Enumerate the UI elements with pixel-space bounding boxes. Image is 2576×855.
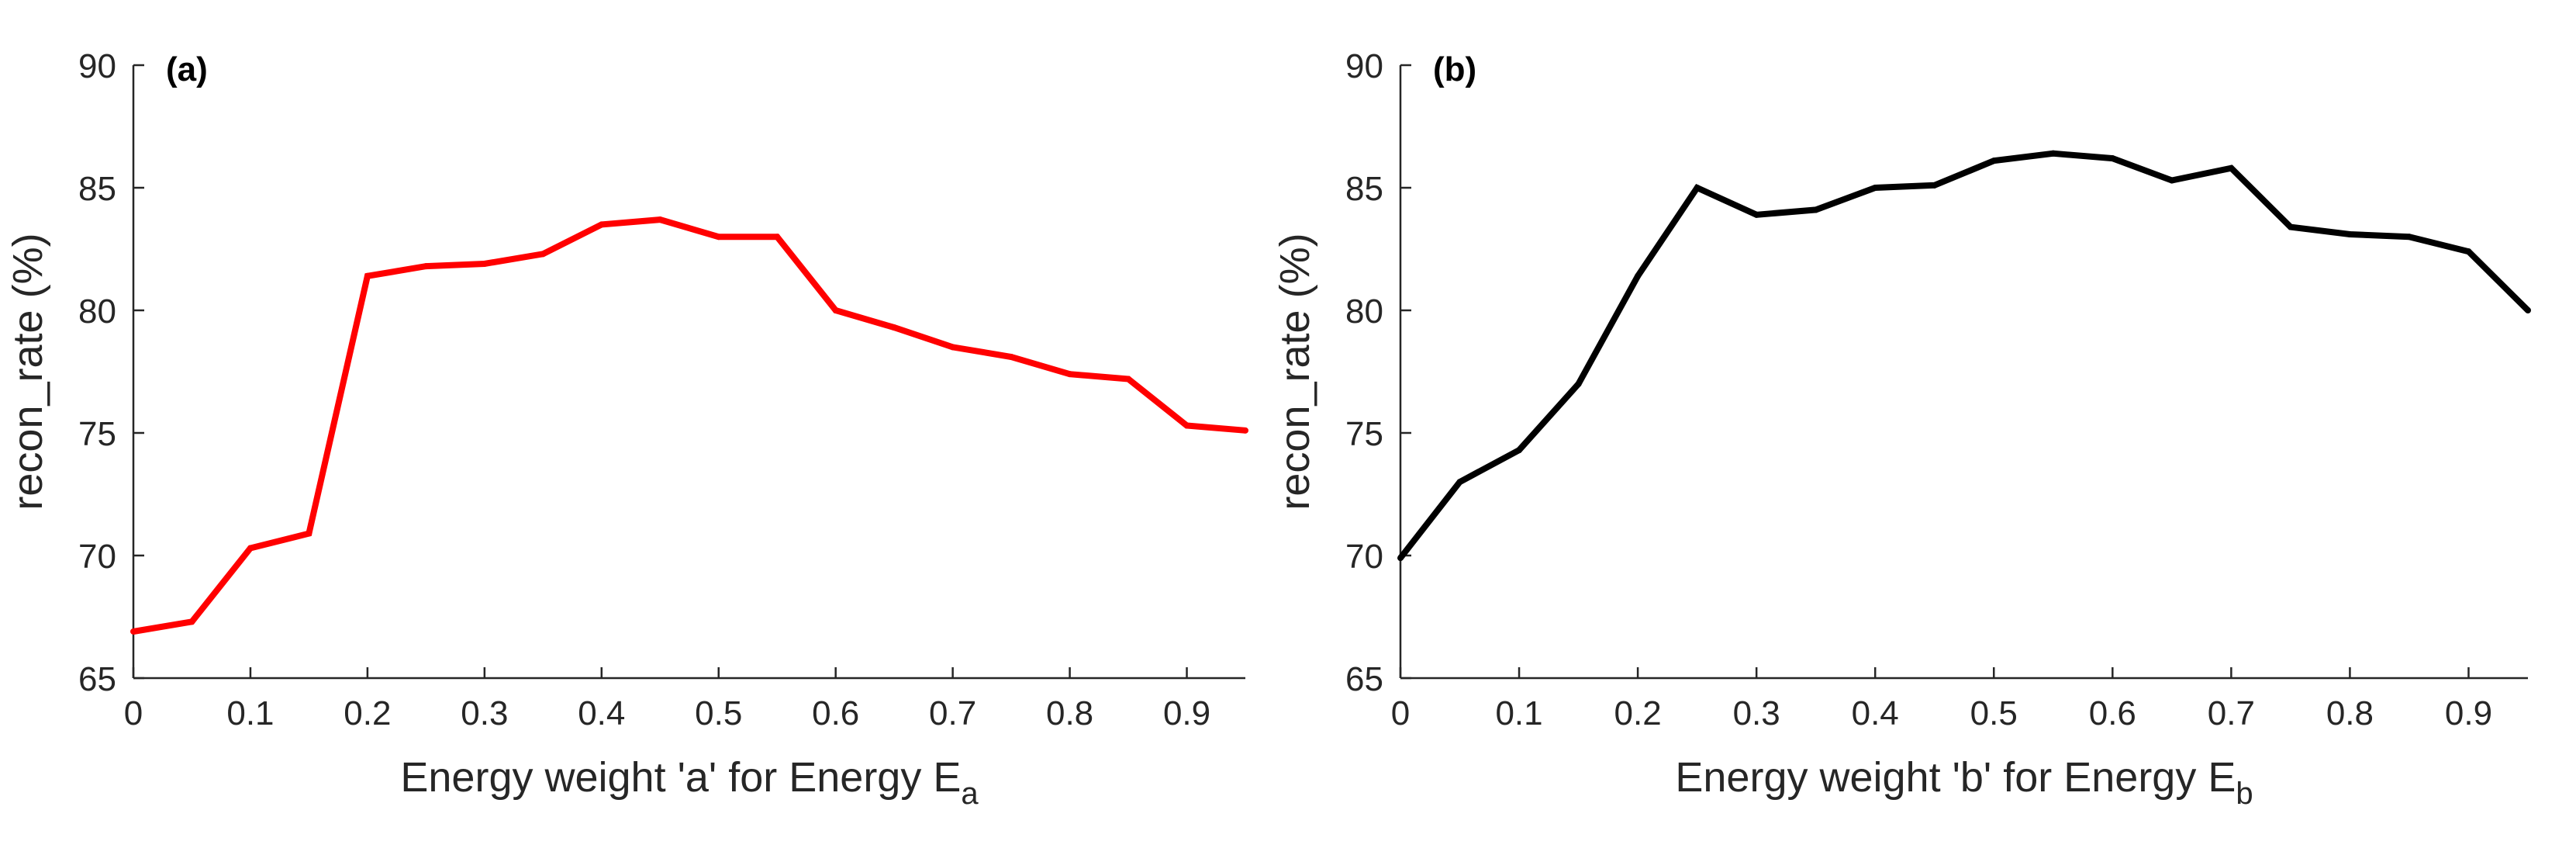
x-tick-label: 0.6 — [812, 694, 859, 732]
data-point — [423, 263, 430, 270]
y-tick-label: 90 — [78, 47, 116, 85]
data-point — [832, 307, 839, 313]
y-tick-label: 65 — [1345, 660, 1383, 698]
x-tick-label: 0.2 — [344, 694, 391, 732]
data-point — [598, 221, 605, 228]
data-point — [2525, 307, 2531, 313]
data-point — [540, 251, 547, 258]
x-tick-label: 0.2 — [1614, 694, 1662, 732]
series-line-a — [133, 216, 1246, 635]
data-point — [306, 530, 313, 537]
chart-panel-a: 0 0.1 0.2 0.3 0.4 0.5 0.6 0.7 0.8 0.9 65 70 75 80 85 90… — [5, 47, 1248, 811]
x-tick-label: 0.3 — [461, 694, 508, 732]
series-line-b — [1397, 150, 2530, 560]
x-tick-label: 0.1 — [1495, 694, 1542, 732]
data-point — [2168, 177, 2175, 184]
data-point — [1516, 447, 1523, 454]
y-tick-label: 85 — [78, 170, 116, 208]
data-point — [1575, 380, 1582, 387]
y-tick-label: 70 — [78, 538, 116, 576]
data-point — [1812, 206, 1819, 213]
data-point — [1991, 158, 1998, 164]
x-tick-label: 0.8 — [1046, 694, 1093, 732]
y-axis-label: recon_rate (%) — [5, 233, 51, 510]
data-point — [364, 272, 371, 279]
data-point — [2049, 150, 2056, 157]
y-tick-label: 65 — [78, 660, 116, 698]
x-tick-label: 0 — [1391, 694, 1410, 732]
data-point — [1066, 371, 1073, 378]
data-point — [130, 628, 136, 635]
data-point — [2109, 155, 2116, 162]
y-axis-label: recon_rate (%) — [1272, 233, 1318, 510]
y-tick-label: 85 — [1345, 170, 1383, 208]
data-point — [2405, 234, 2412, 241]
panel-label: (b) — [1433, 50, 1476, 88]
y-tick-label: 80 — [78, 292, 116, 331]
data-point — [247, 545, 254, 552]
data-point — [1456, 479, 1463, 486]
panel-label: (a) — [166, 50, 208, 88]
data-point — [2287, 223, 2294, 230]
data-point — [949, 344, 956, 351]
x-tick-label: 0.1 — [226, 694, 274, 732]
x-tick-label: 0.6 — [2089, 694, 2136, 732]
x-tick-label: 0.7 — [929, 694, 976, 732]
x-axis-label-subscript: a — [961, 777, 979, 811]
x-tick-label: 0.8 — [2326, 694, 2374, 732]
data-point — [1635, 272, 1642, 279]
x-tick-label: 0.5 — [1970, 694, 2018, 732]
data-point — [1931, 182, 1938, 189]
x-tick-label: 0.7 — [2208, 694, 2255, 732]
data-point — [2346, 231, 2353, 238]
data-point — [2228, 164, 2235, 171]
data-point — [657, 216, 664, 223]
data-point — [1242, 427, 1248, 434]
x-tick-label: 0.4 — [578, 694, 625, 732]
x-tick-label: 0 — [124, 694, 143, 732]
y-tick-label: 75 — [1345, 415, 1383, 453]
data-point — [1125, 376, 1132, 382]
x-tick-label: 0.4 — [1852, 694, 1899, 732]
data-point — [774, 234, 781, 241]
data-point — [1008, 354, 1015, 361]
data-point — [2465, 248, 2472, 255]
data-point — [481, 260, 488, 267]
data-point — [188, 618, 195, 625]
y-tick-label: 80 — [1345, 292, 1383, 331]
y-tick-label: 75 — [78, 415, 116, 453]
data-point — [715, 234, 722, 241]
x-tick-label: 0.9 — [2445, 694, 2492, 732]
x-tick-label: 0.5 — [695, 694, 742, 732]
data-point — [1753, 211, 1760, 218]
chart-panel-b: 0 0.1 0.2 0.3 0.4 0.5 0.6 0.7 0.8 0.9 65 70 75 80 85 90… — [1272, 47, 2531, 811]
data-point — [1872, 185, 1879, 191]
x-tick-label: 0.3 — [1733, 694, 1780, 732]
x-tick-label: 0.9 — [1163, 694, 1210, 732]
data-point — [891, 324, 898, 331]
x-axis-label: Energy weight 'a' for Energy Ea — [400, 754, 979, 811]
data-point — [1397, 555, 1404, 562]
x-axis-label-main: Energy weight 'b' for Energy E — [1675, 754, 2236, 801]
x-axis-label-main: Energy weight 'a' for Energy E — [400, 754, 961, 801]
x-axis-label: Energy weight 'b' for Energy Eb — [1675, 754, 2253, 811]
data-point — [1183, 422, 1190, 429]
y-tick-label: 90 — [1345, 47, 1383, 85]
y-tick-label: 70 — [1345, 538, 1383, 576]
data-point — [1694, 185, 1701, 191]
x-axis-label-subscript: b — [2236, 777, 2253, 811]
